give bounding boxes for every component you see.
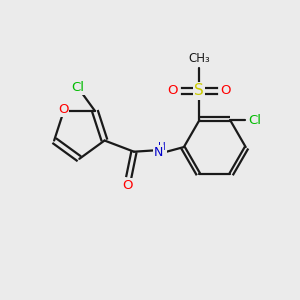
Text: O: O [58,103,68,116]
Text: H: H [158,142,166,152]
Text: O: O [168,84,178,97]
Text: O: O [122,179,133,192]
Text: CH₃: CH₃ [188,52,210,65]
Text: Cl: Cl [71,81,84,94]
Text: N: N [154,146,163,159]
Text: O: O [220,84,231,97]
Text: S: S [194,83,204,98]
Text: Cl: Cl [248,114,261,127]
